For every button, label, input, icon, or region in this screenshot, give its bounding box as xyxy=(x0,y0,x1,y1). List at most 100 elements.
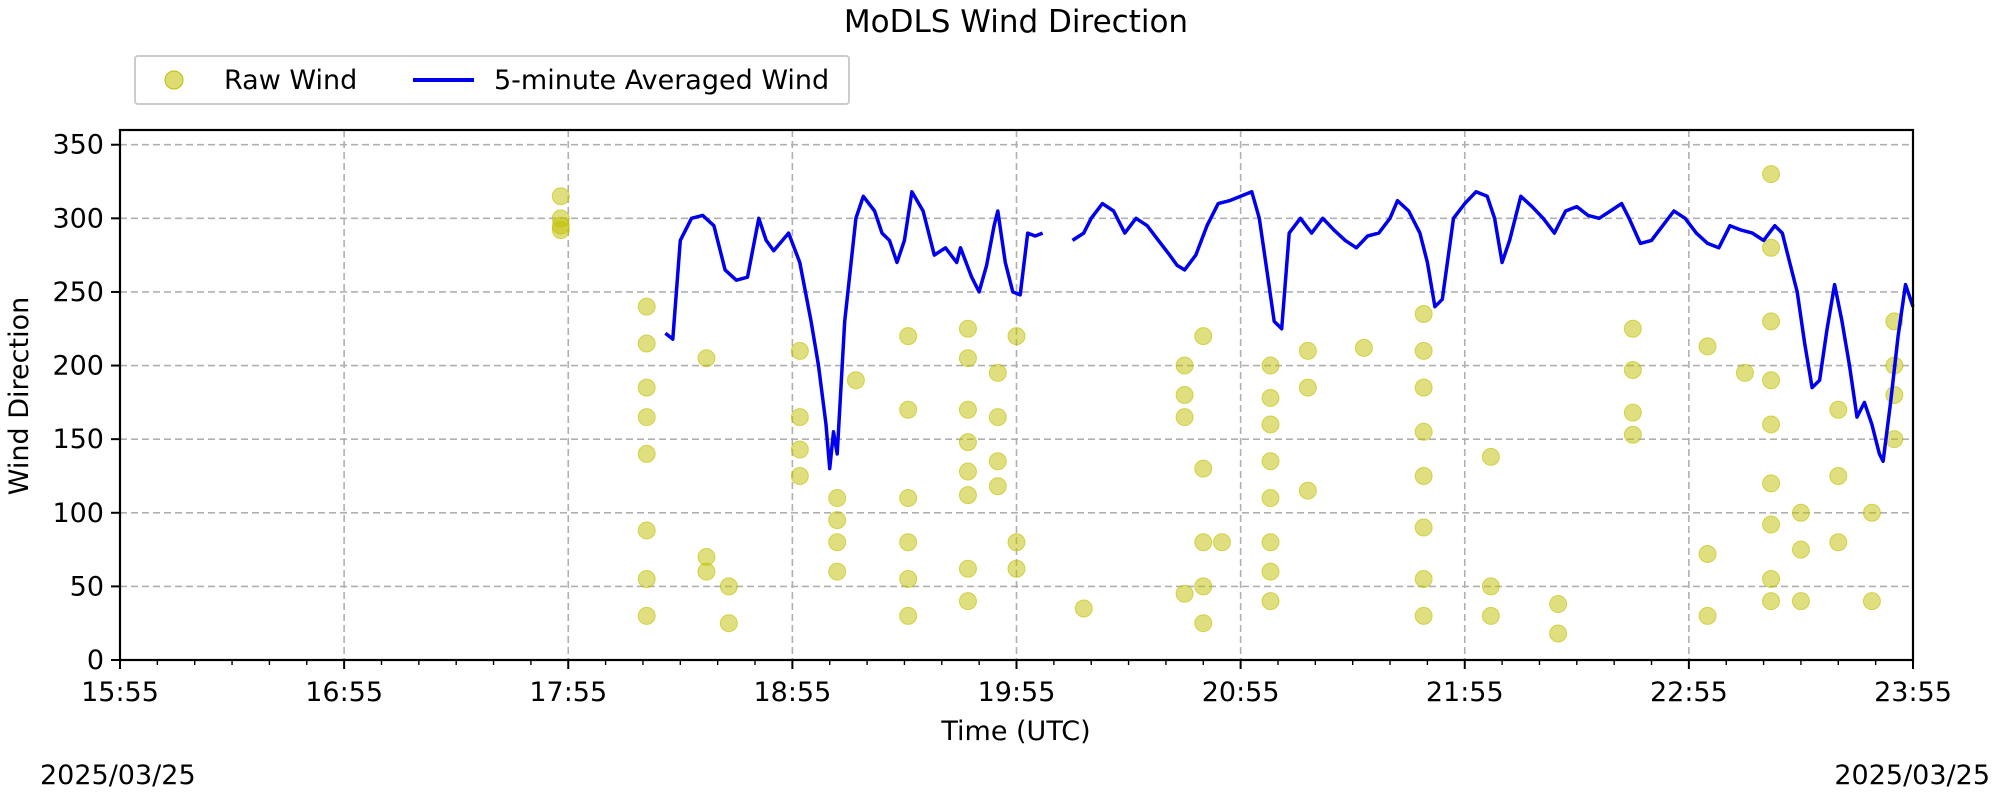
raw-wind-point xyxy=(719,577,738,596)
raw-wind-point xyxy=(1175,408,1194,427)
raw-wind-point xyxy=(1481,606,1500,625)
x-tick-label: 17:55 xyxy=(529,677,607,708)
raw-wind-point xyxy=(1298,378,1317,397)
raw-wind-point xyxy=(1698,545,1717,563)
raw-wind-point xyxy=(1698,606,1717,625)
raw-wind-point xyxy=(1194,459,1213,478)
raw-wind-point xyxy=(637,444,656,463)
raw-wind-point xyxy=(637,297,656,316)
legend: Raw Wind 5-minute Averaged Wind xyxy=(134,55,850,105)
raw-wind-point xyxy=(988,452,1007,471)
x-tick-label: 18:55 xyxy=(753,677,831,708)
legend-raw-wind-label: Raw Wind xyxy=(224,65,357,96)
raw-wind-point xyxy=(1791,503,1810,522)
raw-wind-point xyxy=(1762,312,1781,331)
axes: 15:55 16:55 17:55 18:55 19:55 20:55 21:55 22:55… xyxy=(52,128,1952,708)
raw-wind-point xyxy=(828,533,847,552)
y-axis-label: Wind Direction xyxy=(4,297,35,495)
raw-wind-point xyxy=(1762,474,1781,493)
x-tick-label: 20:55 xyxy=(1202,677,1280,708)
y-tick-label: 100 xyxy=(52,498,104,529)
raw-wind-point xyxy=(1549,624,1568,643)
raw-wind-point xyxy=(988,477,1007,496)
raw-wind-point xyxy=(790,466,809,485)
raw-wind-point xyxy=(899,533,918,552)
raw-wind-point xyxy=(551,187,570,206)
chart-title: MoDLS Wind Direction xyxy=(844,4,1188,40)
raw-wind-point xyxy=(958,349,977,368)
raw-wind-point xyxy=(1762,238,1781,257)
raw-wind-point xyxy=(551,221,570,240)
raw-wind-point xyxy=(899,606,918,625)
legend-raw-wind-marker xyxy=(164,70,184,90)
legend-box xyxy=(134,55,850,105)
raw-wind-point xyxy=(1194,577,1213,596)
averaged-wind-segment xyxy=(664,190,1044,471)
raw-wind-point xyxy=(790,341,809,360)
legend-avg-wind-label: 5-minute Averaged Wind xyxy=(494,65,829,96)
raw-wind-points xyxy=(551,165,1904,643)
raw-wind-point xyxy=(958,400,977,419)
raw-wind-point xyxy=(790,408,809,427)
raw-wind-point xyxy=(1007,327,1026,346)
raw-wind-point xyxy=(1829,466,1848,485)
raw-wind-point xyxy=(1481,577,1500,596)
raw-wind-point xyxy=(1791,540,1810,559)
raw-wind-point xyxy=(1414,466,1433,485)
raw-wind-point xyxy=(958,559,977,578)
raw-wind-point xyxy=(1354,338,1373,357)
y-tick-label: 300 xyxy=(52,203,104,234)
raw-wind-point xyxy=(1885,386,1904,404)
raw-wind-point xyxy=(637,521,656,540)
raw-wind-point xyxy=(1212,533,1231,552)
raw-wind-point xyxy=(1762,515,1781,534)
raw-wind-point xyxy=(697,349,716,368)
raw-wind-point xyxy=(1862,503,1881,522)
raw-wind-point xyxy=(1261,533,1280,552)
raw-wind-point xyxy=(637,334,656,353)
raw-wind-point xyxy=(1862,592,1881,611)
raw-wind-point xyxy=(1481,447,1500,466)
raw-wind-point xyxy=(1791,592,1810,611)
raw-wind-point xyxy=(1698,337,1717,356)
raw-wind-point xyxy=(1623,425,1642,444)
averaged-wind-line xyxy=(664,190,1915,471)
raw-wind-point xyxy=(828,562,847,581)
raw-wind-point xyxy=(1762,592,1781,611)
raw-wind-point xyxy=(1735,363,1754,382)
raw-wind-point xyxy=(719,614,738,633)
raw-wind-point xyxy=(1298,481,1317,500)
y-tick-label: 350 xyxy=(52,130,104,161)
raw-wind-point xyxy=(637,570,656,589)
x-tick-label: 23:55 xyxy=(1874,677,1952,708)
raw-wind-point xyxy=(1414,422,1433,441)
raw-wind-point xyxy=(1194,533,1213,552)
y-tick-label: 0 xyxy=(87,645,104,676)
raw-wind-point xyxy=(1623,319,1642,338)
raw-wind-point xyxy=(899,327,918,346)
raw-wind-point xyxy=(1074,599,1093,618)
raw-wind-point xyxy=(988,408,1007,427)
raw-wind-point xyxy=(1829,400,1848,419)
raw-wind-point xyxy=(637,408,656,427)
date-left: 2025/03/25 xyxy=(40,760,196,791)
raw-wind-point xyxy=(1007,559,1026,578)
raw-wind-point xyxy=(1623,360,1642,379)
raw-wind-point xyxy=(1261,452,1280,471)
raw-wind-point xyxy=(828,511,847,530)
raw-wind-point xyxy=(1762,371,1781,390)
raw-wind-point xyxy=(790,440,809,459)
raw-wind-point xyxy=(1762,570,1781,589)
raw-wind-point xyxy=(988,363,1007,382)
raw-wind-point xyxy=(1261,489,1280,508)
raw-wind-point xyxy=(1175,584,1194,603)
raw-wind-point xyxy=(1623,403,1642,422)
raw-wind-point xyxy=(637,378,656,397)
x-tick-label: 22:55 xyxy=(1650,677,1728,708)
y-tick-label: 200 xyxy=(52,351,104,382)
raw-wind-point xyxy=(1175,356,1194,375)
raw-wind-point xyxy=(846,371,865,390)
raw-wind-point xyxy=(637,606,656,625)
raw-wind-point xyxy=(1414,341,1433,360)
